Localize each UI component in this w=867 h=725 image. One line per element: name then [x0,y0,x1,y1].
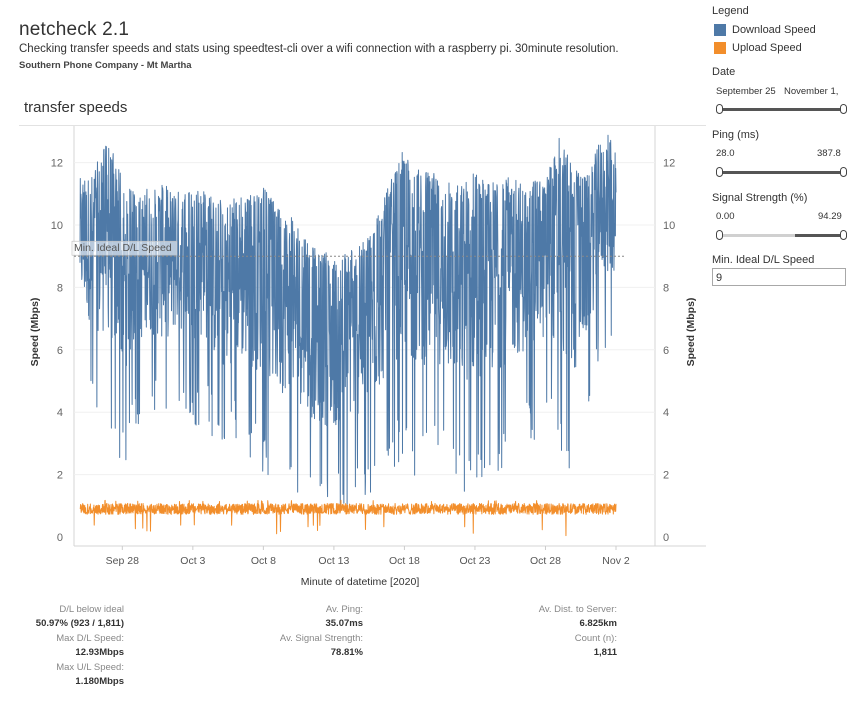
y-tick-label-right: 10 [663,220,675,232]
stat-count-value: 1,811 [593,647,617,658]
stat-max-ul-label: Max U/L Speed: [56,662,124,673]
y-tick-label-right: 8 [663,282,669,294]
download-speed-line [79,134,617,512]
signal-min-value: 0.00 [716,211,735,222]
date-slider-track[interactable] [719,108,847,111]
signal-slider-track[interactable] [719,234,847,237]
stat-av-signal-value: 78.81% [330,647,363,658]
signal-slider-min-handle[interactable] [716,230,723,240]
header-divider [19,125,706,126]
legend-item-upload[interactable]: Upload Speed [714,41,802,55]
legend-item-download[interactable]: Download Speed [714,23,816,37]
dashboard-title: netcheck 2.1 [19,19,130,40]
y-axis-label-left: Speed (Mbps) [29,298,41,367]
y-tick-label-right: 12 [663,158,675,170]
y-tick-label-left: 6 [57,345,63,357]
y-tick-label-right: 6 [663,345,669,357]
stat-av-dist-value: 6.825km [579,618,617,629]
date-slider-range [719,108,847,111]
min-ideal-input[interactable]: 9 [712,268,846,286]
x-tick-label: Oct 13 [318,555,349,567]
signal-max-value: 94.29 [818,211,842,222]
transfer-speeds-chart[interactable]: 0 0 2 2 4 4 6 6 8 8 10 10 12 12 Speed (Mbps) Speed (Mbp… [0,0,710,600]
legend-label-download: Download Speed [732,24,816,36]
ping-slider-range [719,171,847,174]
reference-label-box [71,240,178,256]
stat-count-label: Count (n): [574,633,617,644]
y-tick-label-left: 12 [51,158,63,170]
y-tick-label-right: 0 [663,532,669,544]
ping-min-value: 28.0 [716,148,735,159]
date-max-value: November 1, [784,86,839,97]
date-min-value: September 25 [716,86,776,97]
company-label: Southern Phone Company - Mt Martha [19,60,192,71]
date-slider-max-handle[interactable] [840,104,847,114]
ping-slider-min-handle[interactable] [716,167,723,177]
y-tick-label-left: 2 [57,470,63,482]
y-tick-label-left: 8 [57,282,63,294]
ping-max-value: 387.8 [817,148,841,159]
stat-max-dl-value: 12.93Mbps [75,647,124,658]
stat-dl-below-label: D/L below ideal [59,604,124,615]
upload-swatch [714,42,726,54]
stat-max-dl-label: Max D/L Speed: [56,633,124,644]
stat-av-ping-label: Av. Ping: [325,604,363,615]
min-ideal-reference-label: Min. Ideal D/L Speed [74,242,172,254]
y-tick-label-left: 4 [57,407,63,419]
y-tick-label-right: 2 [663,470,669,482]
stat-dl-below-value: 50.97% (923 / 1,811) [35,618,124,629]
ping-filter-title: Ping (ms) [712,129,760,141]
download-swatch [714,24,726,36]
signal-slider-max-handle[interactable] [840,230,847,240]
x-axis-label: Minute of datetime [2020] [301,576,420,588]
dashboard-subtitle: Checking transfer speeds and stats using… [19,43,619,55]
date-filter-title: Date [712,66,736,78]
stat-av-signal-label: Av. Signal Strength: [279,633,363,644]
y-axis-label-right: Speed (Mbps) [685,298,697,367]
stat-av-ping-value: 35.07ms [325,618,363,629]
ping-slider-track[interactable] [719,171,847,174]
x-tick-label: Oct 28 [530,555,561,567]
x-tick-label: Oct 18 [389,555,420,567]
min-ideal-title: Min. Ideal D/L Speed [712,254,815,266]
sheet-title: transfer speeds [24,99,128,116]
x-tick-label: Nov 2 [602,555,630,567]
signal-slider-range [795,234,847,237]
y-tick-label-left: 0 [57,532,63,544]
signal-filter-title: Signal Strength (%) [712,192,808,204]
upload-speed-line [79,499,617,537]
x-tick-label: Oct 8 [251,555,276,567]
stat-av-dist-label: Av. Dist. to Server: [538,604,617,615]
x-tick-label: Oct 3 [180,555,205,567]
x-tick-label: Oct 23 [459,555,490,567]
stat-max-ul-value: 1.180Mbps [75,676,124,687]
date-slider-min-handle[interactable] [716,104,723,114]
legend-title: Legend [712,5,749,17]
y-tick-label-right: 4 [663,407,669,419]
x-tick-label: Sep 28 [106,555,139,567]
ping-slider-max-handle[interactable] [840,167,847,177]
y-tick-label-left: 10 [51,220,63,232]
legend-label-upload: Upload Speed [732,42,802,54]
